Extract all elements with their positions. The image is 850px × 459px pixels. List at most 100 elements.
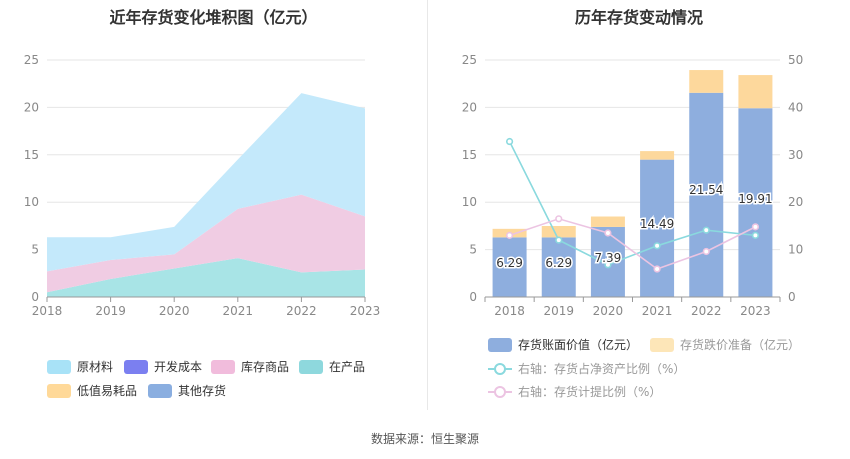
left-stacked-area-chart: 0 5 10 15 20 25 2018 2019 2020 2021 2022 2023: [24, 53, 381, 318]
x-tick-label: 2022: [691, 304, 722, 318]
legend-item-work-in-progress[interactable]: 在产品: [299, 358, 365, 375]
legend-swatch: [47, 359, 71, 374]
legend-label: 原材料: [77, 360, 114, 374]
legend-item-inventory-to-net-assets[interactable]: 右轴：存货占净资产比例（%）: [488, 360, 685, 377]
data-source-note: 数据来源：恒生聚源: [370, 432, 479, 446]
panel-divider: [427, 0, 428, 410]
legend-swatch: [124, 359, 148, 374]
area-series-2: [47, 93, 365, 272]
y-tick-label: 0: [469, 290, 477, 304]
bar-book-value: [541, 237, 576, 297]
legend-item-inventory-impairment[interactable]: 存货跌价准备（亿元）: [650, 336, 800, 353]
point-provision-ratio: [505, 231, 514, 239]
legend-label: 右轴：存货占净资产比例（%）: [518, 362, 686, 376]
y-tick-label: 5: [31, 243, 39, 257]
legend-item-raw-materials[interactable]: 原材料: [47, 358, 113, 375]
line-provision-ratio: [509, 217, 756, 270]
point-net-asset-ratio: [751, 231, 760, 239]
left-legend: 原材料 开发成本 库存商品 在产品 低值易耗品 其他存货: [0, 0, 427, 410]
legend-label: 右轴：存货计提比例（%）: [518, 385, 662, 399]
y-tick-label: 10: [462, 195, 477, 209]
legend-swatch: [148, 383, 172, 398]
legend-line-marker: [488, 362, 512, 376]
point-net-asset-ratio: [555, 236, 563, 244]
bar-impairment: [640, 151, 675, 160]
left-chart-title: 近年存货变化堆积图（亿元）: [109, 8, 318, 27]
legend-swatch: [299, 359, 323, 374]
x-tick-label: 2019: [95, 304, 126, 318]
legend-item-low-value-consumables[interactable]: 低值易耗品: [47, 382, 137, 399]
y-tick-label: 25: [24, 53, 39, 67]
point-provision-ratio: [702, 247, 710, 256]
y2-tick-label: 40: [788, 100, 803, 114]
bar-value-label: 14.49: [640, 217, 674, 231]
point-net-asset-ratio: [505, 137, 514, 146]
x-tick-label: 2022: [286, 304, 317, 318]
legend-item-finished-goods[interactable]: 库存商品: [211, 358, 289, 375]
legend-label: 存货账面价值（亿元）: [518, 338, 639, 352]
y-tick-label: 10: [24, 195, 39, 209]
bar-book-value: [492, 237, 527, 297]
y2-tick-label: 10: [788, 243, 803, 257]
y-tick-label: 0: [31, 290, 39, 304]
x-tick-label: 2021: [223, 304, 254, 318]
bar-value-label: 7.39: [595, 251, 622, 265]
y-tick-label: 25: [462, 53, 477, 67]
legend-label: 开发成本: [154, 360, 203, 374]
bar-value-label: 21.54: [689, 183, 723, 197]
area-series-1: [47, 194, 365, 293]
point-provision-ratio: [555, 215, 563, 223]
bar-impairment: [738, 75, 773, 109]
y2-tick-label: 0: [788, 290, 796, 304]
point-net-asset-ratio: [604, 261, 612, 269]
legend-item-provision-ratio[interactable]: 右轴：存货计提比例（%）: [488, 383, 661, 400]
y-tick-label: 15: [24, 148, 39, 162]
x-tick-label: 2023: [350, 304, 381, 318]
right-legend: 存货账面价值（亿元） 存货跌价准备（亿元） 右轴：存货占净资产比例（%） 右轴：…: [428, 0, 850, 410]
legend-swatch: [211, 359, 235, 374]
y2-tick-label: 50: [788, 53, 803, 67]
x-tick-label: 2019: [543, 304, 574, 318]
legend-swatch: [488, 337, 512, 352]
y2-tick-label: 20: [788, 195, 803, 209]
x-tick-label: 2020: [159, 304, 190, 318]
y-tick-label: 5: [469, 243, 477, 257]
line-net-asset-ratio: [508, 141, 756, 266]
legend-label: 其他存货: [178, 384, 227, 398]
legend-label: 存货跌价准备（亿元）: [680, 338, 801, 352]
point-provision-ratio: [604, 229, 612, 237]
y-tick-label: 15: [462, 148, 477, 162]
legend-item-other-inventory[interactable]: 其他存货: [148, 382, 226, 399]
legend-label: 在产品: [329, 360, 366, 374]
legend-item-inventory-book-value[interactable]: 存货账面价值（亿元）: [488, 336, 638, 353]
bar-book-value: [640, 159, 675, 297]
point-provision-ratio: [751, 223, 760, 231]
legend-swatch: [650, 337, 674, 352]
y-tick-label: 20: [24, 100, 39, 114]
bar-impairment: [541, 225, 576, 238]
x-tick-label: 2020: [593, 304, 624, 318]
point-provision-ratio: [653, 265, 661, 273]
bar-value-label: 19.91: [738, 192, 772, 206]
point-net-asset-ratio: [702, 226, 710, 234]
bar-value-label: 6.29: [496, 256, 523, 270]
legend-line-marker: [488, 385, 512, 399]
point-net-asset-ratio: [653, 242, 661, 250]
bar-value-label: 6.29: [545, 256, 572, 270]
y-tick-label: 20: [462, 100, 477, 114]
area-series-0: [47, 258, 365, 297]
right-chart-title: 历年存货变动情况: [574, 8, 703, 27]
x-tick-label: 2018: [494, 304, 525, 318]
x-tick-label: 2023: [740, 304, 771, 318]
legend-label: 库存商品: [241, 360, 290, 374]
x-tick-label: 2018: [32, 304, 63, 318]
x-tick-label: 2021: [642, 304, 673, 318]
y2-tick-label: 30: [788, 148, 803, 162]
legend-label: 低值易耗品: [77, 384, 138, 398]
bar-impairment: [689, 70, 724, 93]
bar-book-value: [689, 92, 724, 297]
right-bar-line-chart: 0 5 10 15 20 25 0 10 20 30 40 50 2018 2019 2020 2021 202…: [462, 53, 804, 318]
bar-book-value: [738, 108, 773, 297]
legend-item-development-cost[interactable]: 开发成本: [124, 358, 202, 375]
legend-swatch: [47, 383, 71, 398]
